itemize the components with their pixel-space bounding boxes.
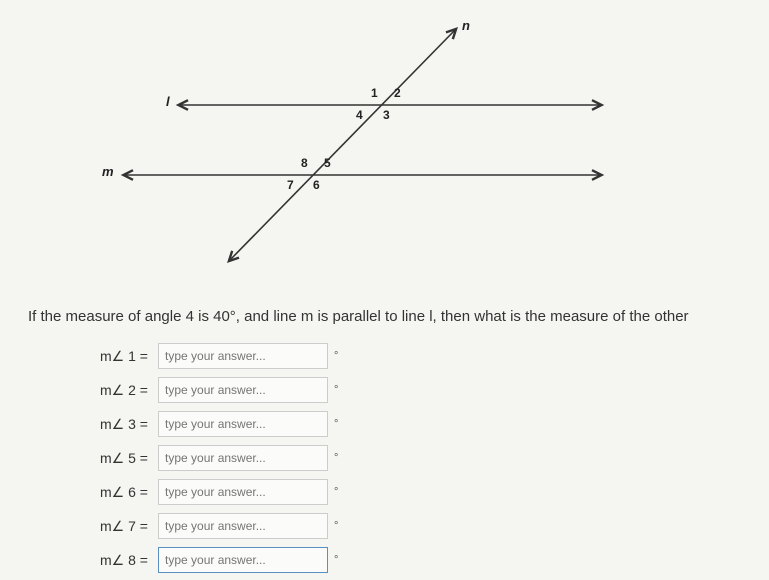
answer-row: m∠ 2 = ° xyxy=(100,377,769,403)
degree-symbol: ° xyxy=(334,384,338,396)
answer-input-1[interactable] xyxy=(158,343,328,369)
angle-6: 6 xyxy=(313,178,320,192)
answer-row: m∠ 7 = ° xyxy=(100,513,769,539)
answer-input-2[interactable] xyxy=(158,377,328,403)
answer-label-3: m∠ 3 = xyxy=(100,416,158,433)
answer-row: m∠ 1 = ° xyxy=(100,343,769,369)
answer-input-6[interactable] xyxy=(158,479,328,505)
angle-5: 5 xyxy=(324,156,331,170)
question-text: If the measure of angle 4 is 40°, and li… xyxy=(28,308,769,325)
answer-label-5: m∠ 5 = xyxy=(100,450,158,467)
answer-label-7: m∠ 7 = xyxy=(100,518,158,535)
degree-symbol: ° xyxy=(334,486,338,498)
diagram-svg xyxy=(90,10,690,290)
answer-label-6: m∠ 6 = xyxy=(100,484,158,501)
angle-2: 2 xyxy=(394,86,401,100)
angle-8: 8 xyxy=(301,156,308,170)
degree-symbol: ° xyxy=(334,350,338,362)
angle-4: 4 xyxy=(356,108,363,122)
angle-7: 7 xyxy=(287,178,294,192)
degree-symbol: ° xyxy=(334,452,338,464)
angle-1: 1 xyxy=(371,86,378,100)
label-m: m xyxy=(102,164,114,179)
label-n: n xyxy=(462,18,470,33)
answer-row: m∠ 6 = ° xyxy=(100,479,769,505)
degree-symbol: ° xyxy=(334,418,338,430)
geometry-diagram: l m n 1 2 4 3 8 5 7 6 xyxy=(90,10,690,290)
answer-label-8: m∠ 8 = xyxy=(100,552,158,569)
answer-list: m∠ 1 = ° m∠ 2 = ° m∠ 3 = ° m∠ 5 = ° m∠ 6… xyxy=(100,343,769,573)
answer-label-1: m∠ 1 = xyxy=(100,348,158,365)
answer-row: m∠ 5 = ° xyxy=(100,445,769,471)
degree-symbol: ° xyxy=(334,520,338,532)
answer-input-3[interactable] xyxy=(158,411,328,437)
answer-input-5[interactable] xyxy=(158,445,328,471)
answer-input-7[interactable] xyxy=(158,513,328,539)
degree-symbol: ° xyxy=(334,554,338,566)
answer-input-8[interactable] xyxy=(158,547,328,573)
answer-row: m∠ 8 = ° xyxy=(100,547,769,573)
answer-label-2: m∠ 2 = xyxy=(100,382,158,399)
line-n xyxy=(230,30,455,260)
angle-3: 3 xyxy=(383,108,390,122)
label-l: l xyxy=(166,94,170,109)
answer-row: m∠ 3 = ° xyxy=(100,411,769,437)
